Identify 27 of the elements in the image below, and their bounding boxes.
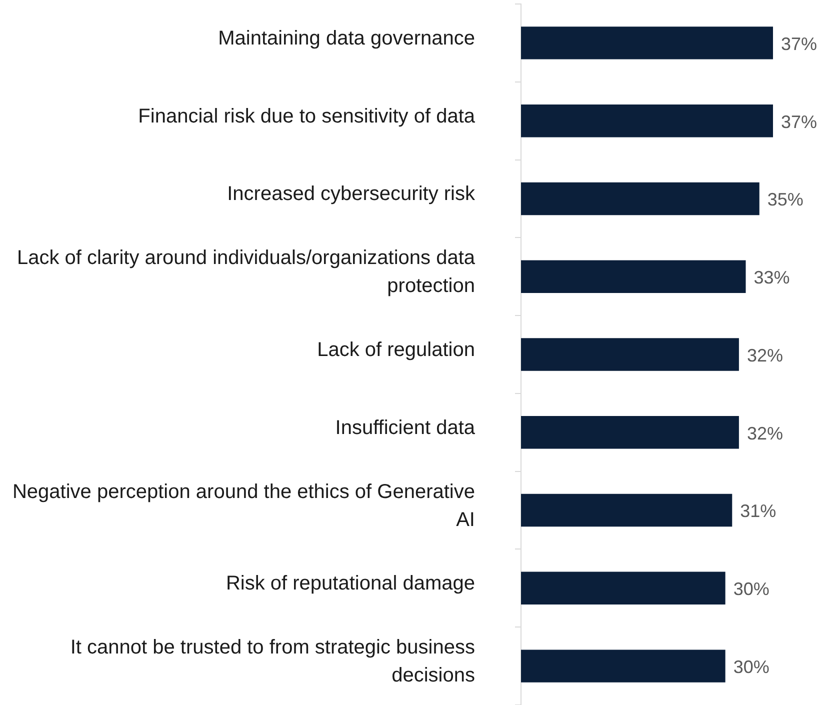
data-label: 32% bbox=[746, 423, 783, 444]
data-label: 32% bbox=[746, 345, 783, 366]
bar bbox=[521, 26, 773, 60]
y-tick-label: Lack of clarity around individuals/organizations data protection bbox=[16, 247, 476, 298]
y-tick-label: Increased cybersecurity risk bbox=[227, 183, 476, 206]
data-label: 30% bbox=[733, 657, 770, 678]
y-tick-label: Insufficient data bbox=[335, 416, 476, 439]
y-tick-label: Negative perception around the ethics of Generative AI bbox=[12, 480, 475, 531]
data-label: 37% bbox=[781, 112, 818, 132]
bar bbox=[521, 104, 773, 138]
data-label: 31% bbox=[740, 501, 776, 522]
bar bbox=[521, 494, 732, 527]
bar bbox=[521, 416, 739, 449]
data-label: 37% bbox=[781, 34, 818, 54]
y-tick-label: Lack of regulation bbox=[317, 339, 475, 362]
y-tick-label: Financial risk due to sensitivity of data bbox=[138, 105, 476, 128]
y-tick-label: Maintaining data governance bbox=[218, 27, 475, 50]
bar bbox=[521, 650, 726, 682]
bar bbox=[521, 572, 726, 605]
y-tick-label: Risk of reputational damage bbox=[226, 572, 475, 595]
bar bbox=[521, 182, 760, 216]
data-label: 33% bbox=[754, 268, 790, 288]
data-label: 30% bbox=[733, 579, 770, 600]
bar bbox=[521, 338, 739, 371]
bar bbox=[521, 260, 746, 293]
data-label: 35% bbox=[767, 190, 804, 210]
y-tick-label: It cannot be trusted to from strategic business decisions bbox=[70, 636, 475, 687]
